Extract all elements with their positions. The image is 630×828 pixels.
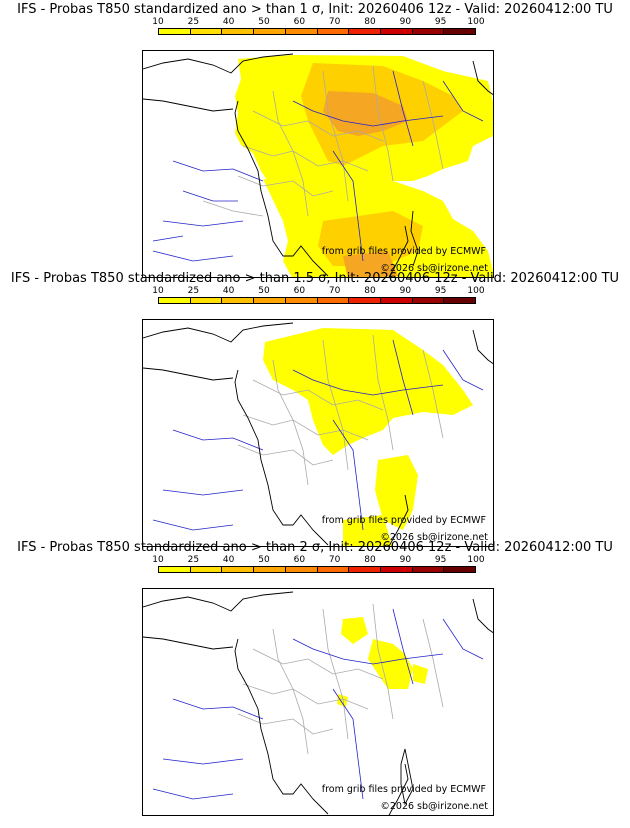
colorbar-tick-label: 40 <box>222 555 235 565</box>
colorbar-labels: 10 25 40 50 60 70 80 90 95 100 <box>0 555 630 567</box>
colorbar-segment <box>317 298 350 303</box>
colorbar-tick-label: 50 <box>258 555 270 565</box>
panel-title: IFS - Probas T850 standardized ano > tha… <box>17 540 613 555</box>
credit-grib: from grib files provided by ECMWF <box>321 784 486 795</box>
colorbar-segment <box>412 29 445 34</box>
colorbar-tick-label: 25 <box>187 17 200 27</box>
colorbar-tick-label: 90 <box>399 286 412 296</box>
prob-area-south <box>343 515 393 546</box>
colorbar <box>158 28 476 35</box>
colorbar-segment <box>254 298 286 303</box>
colorbar-segment <box>412 298 445 303</box>
prob-area-north <box>263 328 473 455</box>
rivers <box>152 70 484 262</box>
colorbar-tick-label: 60 <box>293 17 306 27</box>
prob-area-high <box>323 91 408 136</box>
colorbar-tick-label: 70 <box>328 17 341 27</box>
colorbar-labels: 10 25 40 50 60 70 80 90 95 100 <box>0 286 630 298</box>
credit-grib: from grib files provided by ECMWF <box>321 246 486 257</box>
colorbar-segment <box>444 298 476 303</box>
colorbar-tick-label: 70 <box>328 555 341 565</box>
prob-area-4 <box>337 694 348 707</box>
colorbar-segment <box>222 298 255 303</box>
colorbar-tick-label: 10 <box>152 555 164 565</box>
prob-area-3 <box>413 664 428 684</box>
colorbar-segment <box>285 298 318 303</box>
colorbar-segment <box>285 567 318 572</box>
prob-area-south-high <box>343 251 398 277</box>
colorbar-segment <box>159 29 191 34</box>
colorbar-segment <box>380 298 413 303</box>
panel-2sigma: IFS - Probas T850 standardized ano > tha… <box>0 540 630 816</box>
colorbar-segment <box>254 29 286 34</box>
colorbar-tick-label: 95 <box>434 17 447 27</box>
colorbar-segment <box>285 29 318 34</box>
colorbar-tick-label: 100 <box>467 286 485 296</box>
colorbar-tick-label: 50 <box>258 17 270 27</box>
colorbar-tick-label: 90 <box>399 17 412 27</box>
admin-borders <box>202 65 444 217</box>
credit-site: ©2026 sb@irizone.net <box>380 263 488 274</box>
coastlines <box>143 591 493 815</box>
colorbar-segment <box>190 29 223 34</box>
credit-site: ©2026 sb@irizone.net <box>380 532 488 543</box>
colorbar-tick-label: 100 <box>467 555 485 565</box>
panel-title: IFS - Probas T850 standardized ano > tha… <box>10 271 620 286</box>
colorbar-tick-label: 80 <box>364 17 376 27</box>
colorbar-tick-label: 25 <box>187 555 200 565</box>
colorbar-tick-label: 60 <box>293 286 306 296</box>
colorbar-segment <box>349 298 381 303</box>
colorbar-segment <box>317 29 350 34</box>
admin-borders <box>237 603 444 755</box>
colorbar-segment <box>254 567 286 572</box>
panel-1sigma: IFS - Probas T850 standardized ano > tha… <box>0 2 630 278</box>
colorbar-segment <box>380 567 413 572</box>
colorbar-tick-label: 40 <box>222 17 235 27</box>
rivers <box>152 608 484 800</box>
colorbar <box>158 566 476 573</box>
colorbar-segment <box>444 567 476 572</box>
prob-area-2 <box>368 639 413 689</box>
colorbar-segment <box>412 567 445 572</box>
probability-map: from grib files provided by ECMWF ©2026 … <box>142 588 494 816</box>
colorbar-tick-label: 25 <box>187 286 200 296</box>
panel-title: IFS - Probas T850 standardized ano > tha… <box>17 2 613 17</box>
probability-map: from grib files provided by ECMWF ©2026 … <box>142 319 494 547</box>
colorbar-tick-label: 80 <box>364 286 376 296</box>
colorbar-tick-label: 100 <box>467 17 485 27</box>
coastlines <box>143 53 493 277</box>
credit-site: ©2026 sb@irizone.net <box>380 801 488 812</box>
colorbar-segment <box>349 29 381 34</box>
colorbar-tick-label: 10 <box>152 17 164 27</box>
colorbar-segment <box>380 29 413 34</box>
colorbar-tick-label: 70 <box>328 286 341 296</box>
panel-1-5sigma: IFS - Probas T850 standardized ano > tha… <box>0 271 630 547</box>
colorbar-tick-label: 95 <box>434 555 447 565</box>
colorbar-segment <box>317 567 350 572</box>
colorbar-tick-label: 10 <box>152 286 164 296</box>
coastlines <box>143 322 493 546</box>
credit-grib: from grib files provided by ECMWF <box>321 515 486 526</box>
colorbar-segment <box>190 298 223 303</box>
colorbar-tick-label: 60 <box>293 555 306 565</box>
probability-map: from grib files provided by ECMWF ©2026 … <box>142 50 494 278</box>
colorbar-segment <box>190 567 223 572</box>
colorbar-segment <box>444 29 476 34</box>
colorbar-tick-label: 80 <box>364 555 376 565</box>
colorbar-segment <box>222 567 255 572</box>
colorbar-segment <box>349 567 381 572</box>
colorbar-tick-label: 90 <box>399 555 412 565</box>
colorbar-segment <box>222 29 255 34</box>
colorbar-labels: 10 25 40 50 60 70 80 90 95 100 <box>0 17 630 29</box>
colorbar-tick-label: 40 <box>222 286 235 296</box>
colorbar-segment <box>159 567 191 572</box>
colorbar-tick-label: 50 <box>258 286 270 296</box>
prob-area-1 <box>341 617 368 644</box>
prob-area-south-mid <box>318 211 423 266</box>
rivers <box>152 339 484 531</box>
colorbar-tick-label: 95 <box>434 286 447 296</box>
colorbar-segment <box>159 298 191 303</box>
admin-borders <box>237 334 444 486</box>
colorbar <box>158 297 476 304</box>
